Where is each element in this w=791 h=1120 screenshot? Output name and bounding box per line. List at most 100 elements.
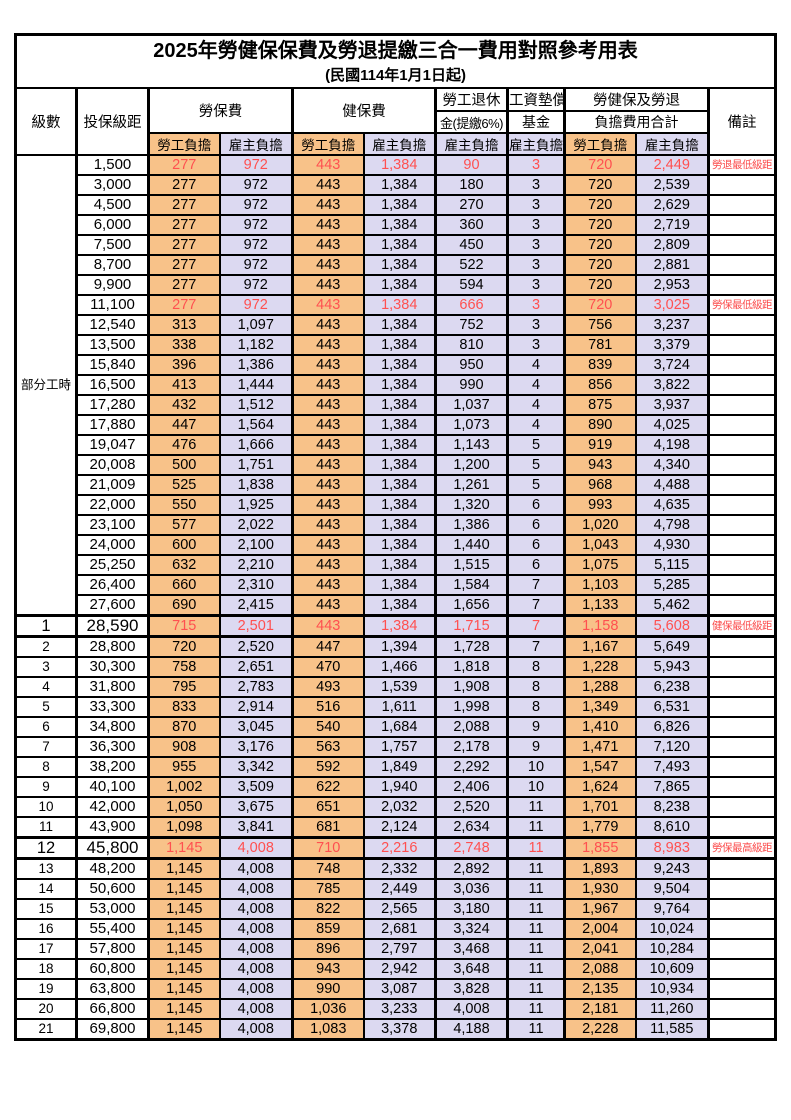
total-worker-cell: 1,410 [563,716,637,738]
labor-worker-cell: 277 [147,174,221,196]
health-employer-cell: 1,940 [362,776,437,798]
total-worker-cell: 1,167 [563,635,637,658]
labor-worker-cell: 1,002 [147,776,221,798]
health-employer-cell: 1,384 [362,574,437,596]
total-worker-cell: 1,893 [563,857,637,880]
total-employer-cell: 8,610 [634,816,710,839]
bracket-cell: 17,280 [75,394,150,416]
labor-worker-cell: 525 [147,474,221,496]
bracket-cell: 26,400 [75,574,150,596]
health-employer-cell: 1,384 [362,514,437,536]
health-worker-cell: 443 [291,354,365,376]
pension-employer-cell: 950 [434,354,509,376]
table-row: 7,500 277 972 443 1,384 450 3 720 2,809 [16,234,777,256]
health-employer-cell: 1,466 [362,656,437,678]
bracket-cell: 9,900 [75,274,150,296]
total-employer-cell: 4,340 [634,454,710,476]
wage-fund-employer-cell: 3 [506,294,566,316]
total-worker-cell: 2,181 [563,998,637,1020]
labor-worker-cell: 660 [147,574,221,596]
note-cell [706,776,777,798]
total-worker-cell: 1,930 [563,878,637,900]
labor-worker-cell: 277 [147,254,221,276]
wage-fund-employer-cell: 6 [506,534,566,556]
bracket-cell: 50,600 [75,878,150,900]
labor-employer-cell: 4,008 [218,918,294,940]
level-cell: 13 [14,857,78,880]
total-employer-cell: 3,025 [634,294,710,316]
labor-employer-cell: 2,415 [218,594,294,617]
pension-employer-cell: 2,292 [434,756,509,778]
bracket-cell: 16,500 [75,374,150,396]
level-cell: 21 [14,1018,78,1041]
wage-fund-employer-cell: 5 [506,474,566,496]
labor-employer-cell: 3,045 [218,716,294,738]
table-row: 6,000 277 972 443 1,384 360 3 720 2,719 [16,214,777,236]
wage-fund-employer-cell: 11 [506,878,566,900]
wage-fund-employer-cell: 3 [506,214,566,236]
total-worker-cell: 1,624 [563,776,637,798]
bracket-cell: 3,000 [75,174,150,196]
health-worker-cell: 443 [291,434,365,456]
health-employer-cell: 1,384 [362,214,437,236]
table-row: 部分工時 1,500 277 972 443 1,384 90 3 720 2,449 勞退最低級距 [14,154,777,617]
labor-employer-cell: 4,008 [218,938,294,960]
total-employer-cell: 5,608 [634,614,710,638]
subheader-total-employer: 雇主負擔 [634,132,710,156]
pension-employer-cell: 1,440 [434,534,509,556]
pension-employer-cell: 1,386 [434,514,509,536]
table-row: 15,840 396 1,386 443 1,384 950 4 839 3,724 [16,354,777,376]
health-employer-cell: 2,032 [362,796,437,818]
page-title: 2025年勞健保保費及勞退提繳三合一費用對照參考用表 [153,40,638,62]
labor-worker-cell: 277 [147,274,221,296]
total-worker-cell: 720 [563,254,637,276]
header-labor-insurance: 勞保費 [147,87,294,134]
wage-fund-employer-cell: 5 [506,434,566,456]
labor-worker-cell: 413 [147,374,221,396]
header-wage-fund-line1: 工資墊償 [506,87,566,112]
pension-employer-cell: 1,320 [434,494,509,516]
health-employer-cell: 1,849 [362,756,437,778]
pension-employer-cell: 3,828 [434,978,509,1000]
labor-employer-cell: 3,841 [218,816,294,839]
bracket-cell: 30,300 [75,656,150,678]
labor-employer-cell: 2,651 [218,656,294,678]
health-worker-cell: 443 [291,214,365,236]
wage-fund-employer-cell: 11 [506,958,566,980]
wage-fund-employer-cell: 4 [506,354,566,376]
labor-worker-cell: 715 [147,614,221,638]
table-row: 22,000 550 1,925 443 1,384 1,320 6 993 4,635 [16,494,777,516]
total-employer-cell: 2,809 [634,234,710,256]
bracket-cell: 15,840 [75,354,150,376]
note-cell [706,274,777,296]
note-cell [706,918,777,940]
total-employer-cell: 2,719 [634,214,710,236]
total-employer-cell: 4,488 [634,474,710,496]
wage-fund-employer-cell: 4 [506,374,566,396]
total-employer-cell: 6,531 [634,696,710,718]
wage-fund-employer-cell: 8 [506,676,566,698]
level-cell: 12 [14,836,78,860]
labor-worker-cell: 795 [147,676,221,698]
health-employer-cell: 1,384 [362,294,437,316]
table-row: 4 31,800 795 2,783 493 1,539 1,908 8 1,288 6,238 [14,676,777,698]
labor-employer-cell: 972 [218,254,294,276]
wage-fund-employer-cell: 11 [506,1018,566,1041]
total-worker-cell: 1,043 [563,534,637,556]
bracket-cell: 7,500 [75,234,150,256]
total-worker-cell: 720 [563,294,637,316]
health-employer-cell: 2,942 [362,958,437,980]
header-row-3: 勞工負擔 雇主負擔 勞工負擔 雇主負擔 雇主負擔 雇主負擔 勞工負擔 雇主負擔 [16,132,776,156]
note-cell: 勞保最高級距 [706,836,777,860]
table-row: 25,250 632 2,210 443 1,384 1,515 6 1,075 5,115 [16,554,777,576]
wage-fund-employer-cell: 11 [506,836,566,860]
health-worker-cell: 443 [291,234,365,256]
pension-employer-cell: 2,892 [434,857,509,880]
note-cell [706,878,777,900]
note-cell [706,857,777,880]
note-cell [706,514,777,536]
labor-worker-cell: 1,145 [147,836,221,860]
note-cell [706,978,777,1000]
note-cell [706,594,777,617]
total-employer-cell: 9,764 [634,898,710,920]
